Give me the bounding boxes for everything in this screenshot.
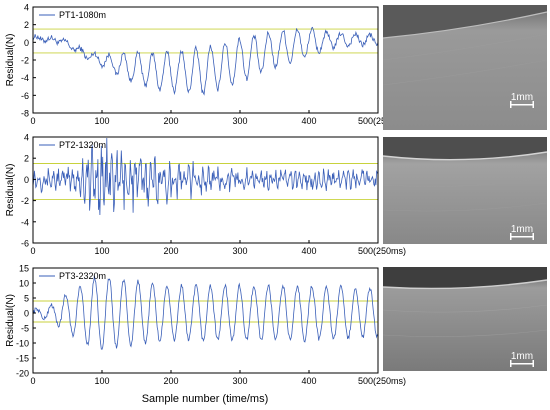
x-tick-label: 400 xyxy=(301,246,316,256)
x-tick-label: 400 xyxy=(301,376,316,386)
series-line xyxy=(32,26,379,96)
sem-image-pt3: 1mm xyxy=(382,267,548,371)
plot-frame xyxy=(32,136,379,244)
x-tick-label: 200 xyxy=(163,116,178,126)
y-tick-label: -6 xyxy=(21,91,29,101)
x-tick-label: 300 xyxy=(232,116,247,126)
x-axis-label: Sample number (time/ms) xyxy=(142,393,269,405)
x-tick-label: 100 xyxy=(94,376,109,386)
x-tick-label: 200 xyxy=(163,246,178,256)
sem-image-pt1: 1mm xyxy=(382,5,548,130)
chart-panel-pt1: -8 -6 -4 -2 0 2 4 0 100 200 300 400 500(250ms) Residu… xyxy=(5,3,406,127)
y-tick-label: 2 xyxy=(24,20,29,30)
y-tick-label: -20 xyxy=(16,369,29,379)
x-tick-label: 100 xyxy=(94,116,109,126)
chart-panel-pt3: -20 -15 -10 -5 0 5 10 15 0 100 200 300 400 500(250ms)… xyxy=(5,264,406,387)
scale-bar-label-2: 1mm xyxy=(511,224,533,235)
y-axis-label: Residual(N) xyxy=(5,34,16,87)
x-tick-label: 0 xyxy=(30,376,35,386)
y-tick-label: -4 xyxy=(21,217,29,227)
y-tick-label: -2 xyxy=(21,56,29,66)
y-tick-label: -5 xyxy=(21,324,29,334)
scale-bar-label-1: 1mm xyxy=(511,92,533,103)
y-tick-label: -6 xyxy=(21,239,29,249)
legend-label: PT1-1080m xyxy=(59,10,106,20)
plot-frame xyxy=(32,267,379,374)
x-tick-label: 400 xyxy=(301,116,316,126)
scale-bar-label-3: 1mm xyxy=(511,351,533,362)
y-tick-label: 0 xyxy=(24,309,29,319)
plot-frame xyxy=(32,6,379,114)
y-tick-label: -8 xyxy=(21,109,29,119)
series-line xyxy=(32,275,379,350)
y-tick-label: -4 xyxy=(21,73,29,83)
y-tick-label: 2 xyxy=(24,154,29,164)
legend-label: PT2-1320m xyxy=(59,140,106,150)
y-tick-label: 4 xyxy=(24,133,29,143)
sem-image-pt2: 1mm xyxy=(382,137,548,244)
legend-label: PT3-2320m xyxy=(59,271,106,281)
x-tick-label: 300 xyxy=(232,246,247,256)
y-tick-label: 15 xyxy=(19,264,29,274)
y-tick-label: -15 xyxy=(16,354,29,364)
series-line xyxy=(32,137,379,216)
y-tick-label: 10 xyxy=(19,279,29,289)
y-tick-label: 5 xyxy=(24,294,29,304)
x-tick-label: 200 xyxy=(163,376,178,386)
y-tick-label: 0 xyxy=(24,175,29,185)
y-axis-label: Residual(N) xyxy=(5,294,16,347)
x-tick-label: 100 xyxy=(94,246,109,256)
x-tick-label: 500(250ms) xyxy=(358,376,406,386)
x-tick-label: 500(250ms) xyxy=(358,246,406,256)
y-tick-label: 0 xyxy=(24,38,29,48)
x-tick-label: 0 xyxy=(30,246,35,256)
y-axis-label: Residual(N) xyxy=(5,164,16,217)
y-tick-label: 4 xyxy=(24,3,29,13)
x-tick-label: 500(250ms) xyxy=(358,116,406,126)
x-tick-label: 0 xyxy=(30,116,35,126)
chart-panel-pt2: -6 -4 -2 0 2 4 0 100 200 300 400 500(250ms) Residual… xyxy=(5,133,406,257)
y-tick-label: -10 xyxy=(16,339,29,349)
x-tick-label: 300 xyxy=(232,376,247,386)
y-tick-label: -2 xyxy=(21,196,29,206)
